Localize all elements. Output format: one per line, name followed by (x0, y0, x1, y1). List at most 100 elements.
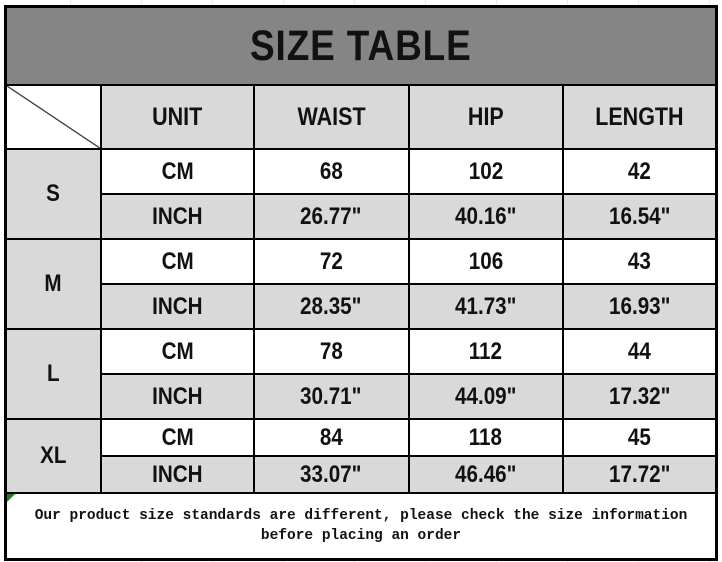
table-row-l-cm: L CM 78 112 44 (4, 328, 718, 420)
cell-text: 46.46" (455, 460, 517, 488)
cell-text: 28.35" (300, 292, 362, 320)
cell-text: CM (161, 337, 194, 365)
cell-l-cm-hip: 112 (407, 328, 564, 375)
diagonal-line-icon (7, 86, 100, 148)
size-label-m-text: M (44, 270, 62, 297)
cell-m-cm-waist: 72 (252, 238, 410, 285)
cell-xl-cm-hip: 118 (407, 418, 564, 457)
cell-text: 42 (627, 157, 651, 185)
cell-text: 16.93" (608, 292, 671, 320)
table-row-m-inch: INCH 28.35" 41.73" 16.93" (6, 283, 718, 330)
footer-line-1: Our product size standards are different… (34, 508, 688, 524)
cell-text: 41.73" (455, 292, 517, 320)
header-row: UNIT WAIST HIP LENGTH (4, 84, 718, 150)
cell-text: 43 (627, 247, 651, 275)
table-row-m-cm: M CM 72 106 43 (4, 238, 718, 330)
cell-text: 44.09" (455, 382, 517, 410)
column-header-length-label: LENGTH (595, 102, 684, 131)
column-header-unit-label: UNIT (152, 102, 203, 131)
cell-l-inch-length: 17.32" (561, 373, 718, 420)
size-label-l: L (4, 328, 102, 420)
size-table: SIZE TABLE UNIT WAIST HIP LENGTH (4, 5, 718, 561)
cell-xl-cm-waist: 84 (252, 418, 410, 457)
cell-text: 45 (627, 423, 651, 451)
footer-note: Our product size standards are different… (4, 492, 718, 561)
cell-text: 78 (319, 337, 343, 365)
cell-s-cm-hip: 102 (407, 148, 564, 195)
cell-xl-cm-length: 45 (561, 418, 718, 457)
cell-l-inch-hip: 44.09" (407, 373, 564, 420)
cell-text: 17.32" (608, 382, 671, 410)
size-label-m: M (4, 238, 102, 330)
cell-l-inch-unit: INCH (99, 373, 255, 420)
cell-xl-cm-unit: CM (99, 418, 255, 457)
column-header-hip-label: HIP (467, 102, 504, 131)
column-header-hip: HIP (407, 84, 564, 150)
cell-text: INCH (151, 460, 203, 488)
table-title: SIZE TABLE (250, 21, 472, 70)
column-header-unit: UNIT (99, 84, 255, 150)
table-row-s-cm: S CM 68 102 42 (4, 148, 718, 240)
cell-text: 72 (319, 247, 343, 275)
cell-text: 44 (627, 337, 651, 365)
cell-l-cm-unit: CM (99, 328, 255, 375)
cell-text: 112 (469, 337, 503, 365)
table-row-xl-inch: INCH 33.07" 46.46" 17.72" (6, 455, 718, 494)
size-label-s: S (4, 148, 102, 240)
cell-xl-inch-waist: 33.07" (252, 455, 410, 494)
cell-text: INCH (151, 382, 203, 410)
cell-m-inch-unit: INCH (99, 283, 255, 330)
cell-s-inch-waist: 26.77" (252, 193, 410, 240)
cell-text: 84 (319, 423, 343, 451)
cell-text: 118 (469, 423, 503, 451)
cell-text: CM (161, 157, 194, 185)
cell-s-inch-length: 16.54" (561, 193, 718, 240)
footer-line-2: before placing an order (260, 528, 462, 544)
comment-marker-icon (7, 494, 15, 502)
cell-text: 68 (319, 157, 343, 185)
table-row-l-inch: INCH 30.71" 44.09" 17.32" (6, 373, 718, 420)
cell-m-inch-hip: 41.73" (407, 283, 564, 330)
cell-l-inch-waist: 30.71" (252, 373, 410, 420)
cell-text: 106 (468, 247, 503, 275)
title-row: SIZE TABLE (4, 5, 718, 86)
cell-xl-inch-unit: INCH (99, 455, 255, 494)
table-title-cell: SIZE TABLE (4, 5, 718, 86)
cell-xl-inch-length: 17.72" (561, 455, 718, 494)
cell-s-inch-unit: INCH (99, 193, 255, 240)
cell-s-cm-waist: 68 (252, 148, 410, 195)
cell-s-cm-unit: CM (99, 148, 255, 195)
size-label-xl: XL (4, 418, 102, 494)
cell-m-cm-hip: 106 (407, 238, 564, 285)
cell-text: INCH (151, 292, 203, 320)
cell-text: 26.77" (300, 202, 362, 230)
cell-text: 102 (468, 157, 503, 185)
footer-row: Our product size standards are different… (4, 492, 718, 561)
cell-s-inch-hip: 40.16" (407, 193, 564, 240)
cell-text: 16.54" (608, 202, 671, 230)
cell-text: 17.72" (608, 460, 671, 488)
column-header-waist: WAIST (252, 84, 410, 150)
cell-l-cm-length: 44 (561, 328, 718, 375)
cell-text: 30.71" (300, 382, 362, 410)
column-header-waist-label: WAIST (297, 102, 366, 131)
cell-m-cm-length: 43 (561, 238, 718, 285)
cell-m-inch-length: 16.93" (561, 283, 718, 330)
cell-m-inch-waist: 28.35" (252, 283, 410, 330)
diagonal-header-cell (4, 84, 102, 150)
cell-text: CM (161, 247, 194, 275)
cell-l-cm-waist: 78 (252, 328, 410, 375)
cell-text: 40.16" (455, 202, 517, 230)
table-row-xl-cm: XL CM 84 118 45 (4, 418, 718, 494)
cell-text: 33.07" (300, 460, 362, 488)
size-label-xl-text: XL (40, 442, 67, 469)
cell-m-cm-unit: CM (99, 238, 255, 285)
table-row-s-inch: INCH 26.77" 40.16" 16.54" (6, 193, 718, 240)
cell-xl-inch-hip: 46.46" (407, 455, 564, 494)
size-label-s-text: S (46, 180, 61, 207)
cell-text: INCH (151, 202, 203, 230)
cell-s-cm-length: 42 (561, 148, 718, 195)
column-header-length: LENGTH (561, 84, 718, 150)
cell-text: CM (161, 423, 194, 451)
